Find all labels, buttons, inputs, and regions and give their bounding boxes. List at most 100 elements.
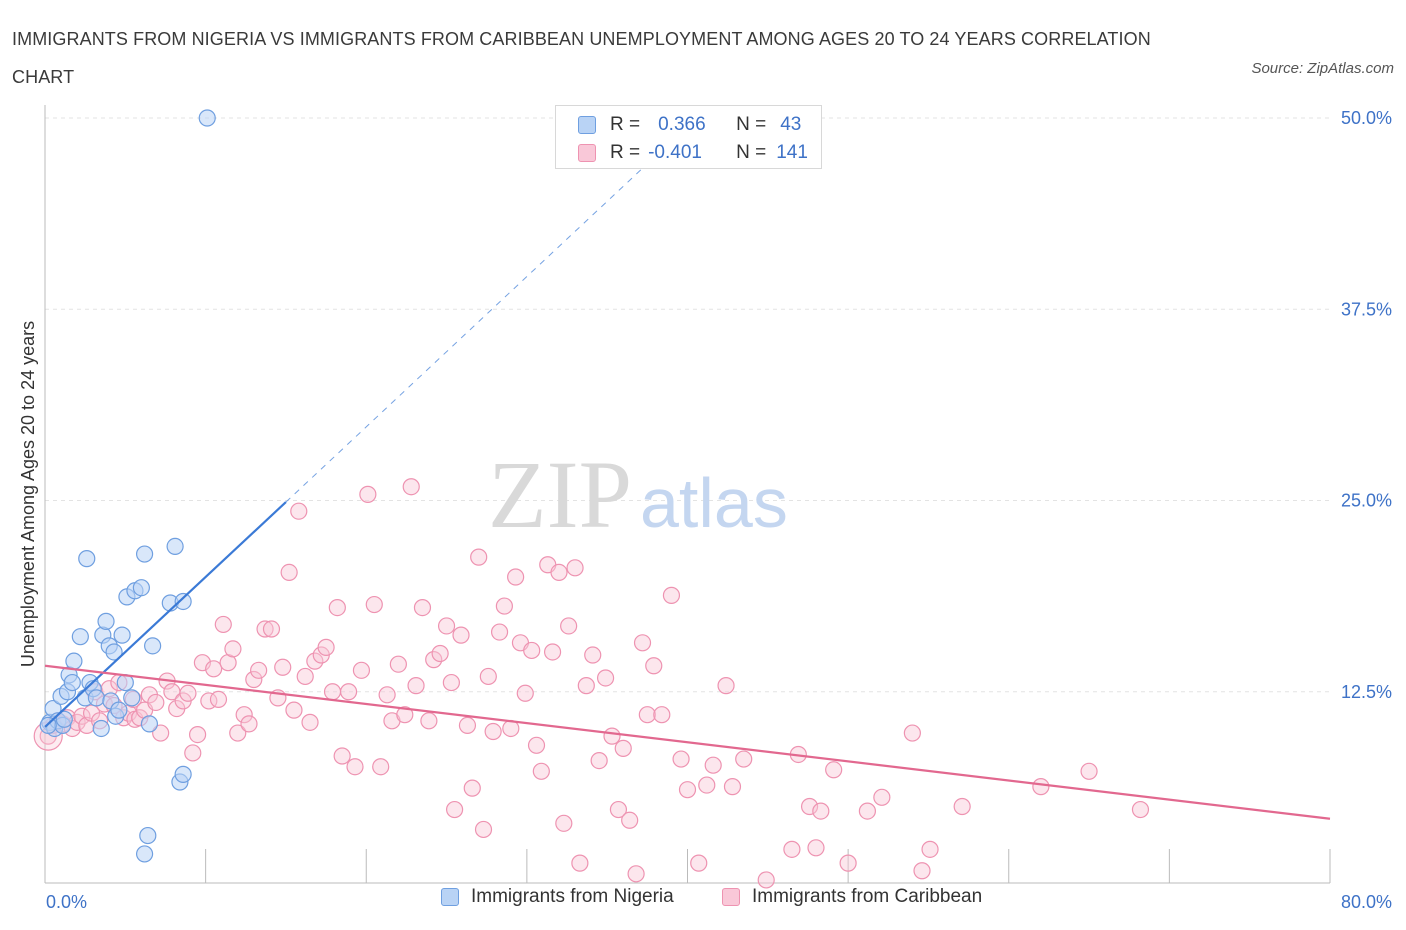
- nigeria-point: [140, 715, 159, 733]
- caribbean-point: [590, 751, 608, 770]
- caribbean-point: [235, 706, 253, 724]
- x-tick-label: 80.0%: [1341, 892, 1392, 912]
- caribbean-point: [1032, 778, 1050, 796]
- r-value: 0.366: [658, 114, 706, 135]
- caribbean-point: [214, 615, 232, 634]
- caribbean-point: [396, 706, 414, 724]
- trend-lines: [44, 155, 1331, 820]
- caribbean-point: [953, 797, 971, 816]
- caribbean-point: [205, 660, 223, 678]
- caribbean-point: [256, 620, 274, 638]
- caribbean-point: [437, 617, 456, 635]
- caribbean-points: [33, 478, 1150, 889]
- caribbean-point: [188, 725, 207, 744]
- watermark: ZIP atlas: [488, 441, 788, 548]
- caribbean-point: [365, 595, 383, 614]
- caribbean-point: [698, 776, 716, 794]
- legend-swatch-caribbean: [722, 888, 740, 906]
- x-tick-label: 0.0%: [46, 892, 87, 912]
- nigeria-point: [123, 689, 141, 707]
- caribbean-point: [224, 640, 242, 658]
- caribbean-point: [555, 814, 573, 832]
- caribbean-point: [425, 651, 443, 669]
- source-label: Source: ZipAtlas.com: [1251, 60, 1394, 77]
- caribbean-point: [873, 788, 891, 806]
- caribbean-point: [638, 706, 656, 724]
- nigeria-trend-extension: [285, 155, 656, 503]
- caribbean-point: [290, 502, 308, 520]
- caribbean-point: [577, 677, 595, 695]
- legend-swatch-nigeria: [441, 888, 459, 906]
- caribbean-point: [359, 485, 377, 503]
- caribbean-point: [372, 758, 390, 776]
- caribbean-point: [627, 865, 645, 883]
- caribbean-point: [147, 693, 165, 712]
- caribbean-point: [566, 559, 584, 577]
- nigeria-point: [113, 626, 131, 644]
- caribbean-point: [495, 597, 513, 615]
- nigeria-point: [97, 612, 115, 630]
- caribbean-point: [285, 701, 303, 719]
- y-tick-label: 37.5%: [1341, 299, 1392, 319]
- caribbean-point: [678, 781, 697, 799]
- caribbean-point: [445, 800, 464, 819]
- caribbean-point: [560, 617, 578, 635]
- caribbean-point: [407, 677, 425, 695]
- watermark-atlas: atlas: [640, 464, 788, 542]
- caribbean-point: [306, 652, 324, 670]
- nigeria-point: [63, 673, 81, 692]
- caribbean-point: [346, 758, 364, 776]
- caribbean-point: [662, 586, 681, 604]
- caribbean-point: [645, 657, 663, 675]
- caribbean-point: [490, 623, 509, 641]
- caribbean-point: [420, 712, 438, 730]
- caribbean-point: [402, 478, 420, 496]
- stats-row-caribbean: R = -0.401 N = 141: [578, 139, 808, 167]
- nigeria-point: [144, 637, 162, 655]
- caribbean-point: [717, 677, 735, 695]
- stats-row-nigeria: R = 0.366 N = 43: [578, 111, 801, 139]
- caribbean-point: [903, 724, 921, 742]
- caribbean-point: [470, 548, 488, 566]
- nigeria-point: [105, 643, 123, 661]
- caribbean-point: [543, 643, 562, 661]
- caribbean-point: [653, 706, 671, 724]
- nigeria-point: [174, 765, 192, 783]
- caribbean-point: [783, 840, 801, 858]
- caribbean-point: [452, 626, 470, 644]
- caribbean-point: [274, 658, 292, 676]
- caribbean-point: [184, 744, 202, 762]
- legend-label-nigeria: Immigrants from Nigeria: [471, 886, 674, 907]
- caribbean-point: [484, 722, 502, 741]
- caribbean-point: [621, 811, 639, 829]
- caribbean-swatch: [578, 144, 596, 162]
- caribbean-point: [858, 802, 877, 820]
- legend-item-caribbean[interactable]: Immigrants from Caribbean: [722, 886, 982, 908]
- nigeria-trend-line: [44, 501, 287, 728]
- grid-layer: [45, 117, 1330, 693]
- y-tick-label: 25.0%: [1341, 491, 1392, 511]
- n-value: 141: [776, 142, 808, 163]
- caribbean-point: [458, 716, 477, 735]
- caribbean-point: [723, 778, 742, 796]
- nigeria-point: [92, 719, 110, 738]
- caribbean-point: [73, 707, 91, 725]
- caribbean-point: [913, 862, 931, 880]
- caribbean-point: [339, 683, 358, 701]
- nigeria-point: [135, 845, 154, 863]
- caribbean-point: [757, 871, 775, 889]
- caribbean-point: [229, 724, 247, 742]
- caribbean-point: [262, 620, 281, 638]
- caribbean-point: [812, 802, 830, 820]
- caribbean-point: [735, 750, 753, 768]
- nigeria-point: [55, 710, 73, 728]
- watermark-zip: ZIP: [488, 441, 632, 548]
- caribbean-point: [301, 713, 319, 731]
- chart-title: IMMIGRANTS FROM NIGERIA VS IMMIGRANTS FR…: [12, 29, 1151, 87]
- caribbean-point: [507, 568, 525, 586]
- legend-item-nigeria[interactable]: Immigrants from Nigeria: [441, 886, 674, 908]
- caribbean-point: [825, 761, 843, 779]
- y-tick-label: 50.0%: [1341, 108, 1392, 128]
- caribbean-point: [672, 750, 690, 768]
- caribbean-point: [245, 670, 263, 689]
